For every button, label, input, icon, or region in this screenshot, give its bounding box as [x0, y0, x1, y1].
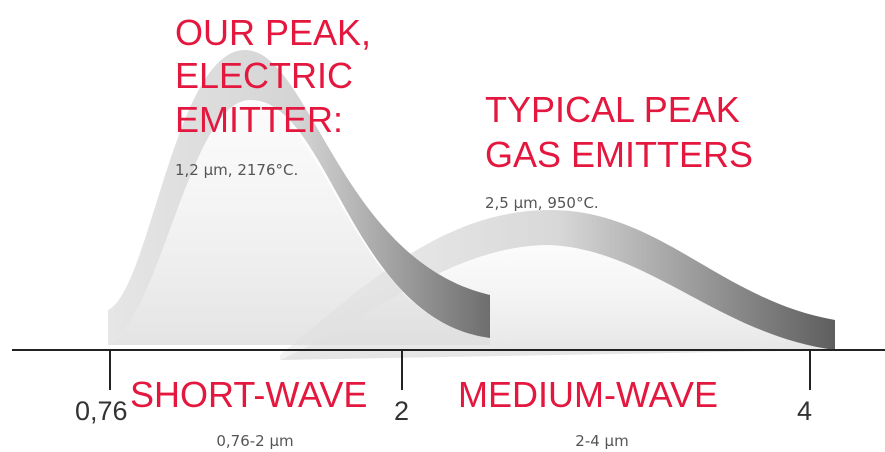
electric-curve	[108, 50, 490, 345]
tick-label: 2	[394, 396, 409, 426]
peak-detail: 2,5 µm, 950°C.	[485, 194, 599, 212]
peak-title: ELECTRIC	[175, 55, 353, 96]
electric-curve-shadow	[108, 100, 490, 345]
band-range: 2-4 µm	[575, 432, 628, 450]
tick-label: 0,76	[75, 396, 128, 426]
peak-title: TYPICAL PEAK	[485, 89, 740, 130]
tick-label: 4	[797, 396, 812, 426]
peak-title: GAS EMITTERS	[485, 134, 753, 175]
band-range: 0,76-2 µm	[216, 432, 293, 450]
peak-title: OUR PEAK,	[175, 12, 371, 53]
band-name: SHORT-WAVE	[130, 374, 367, 415]
peak-detail: 1,2 µm, 2176°C.	[175, 161, 298, 179]
band-name: MEDIUM-WAVE	[458, 374, 718, 415]
peak-title: EMITTER:	[175, 99, 343, 140]
